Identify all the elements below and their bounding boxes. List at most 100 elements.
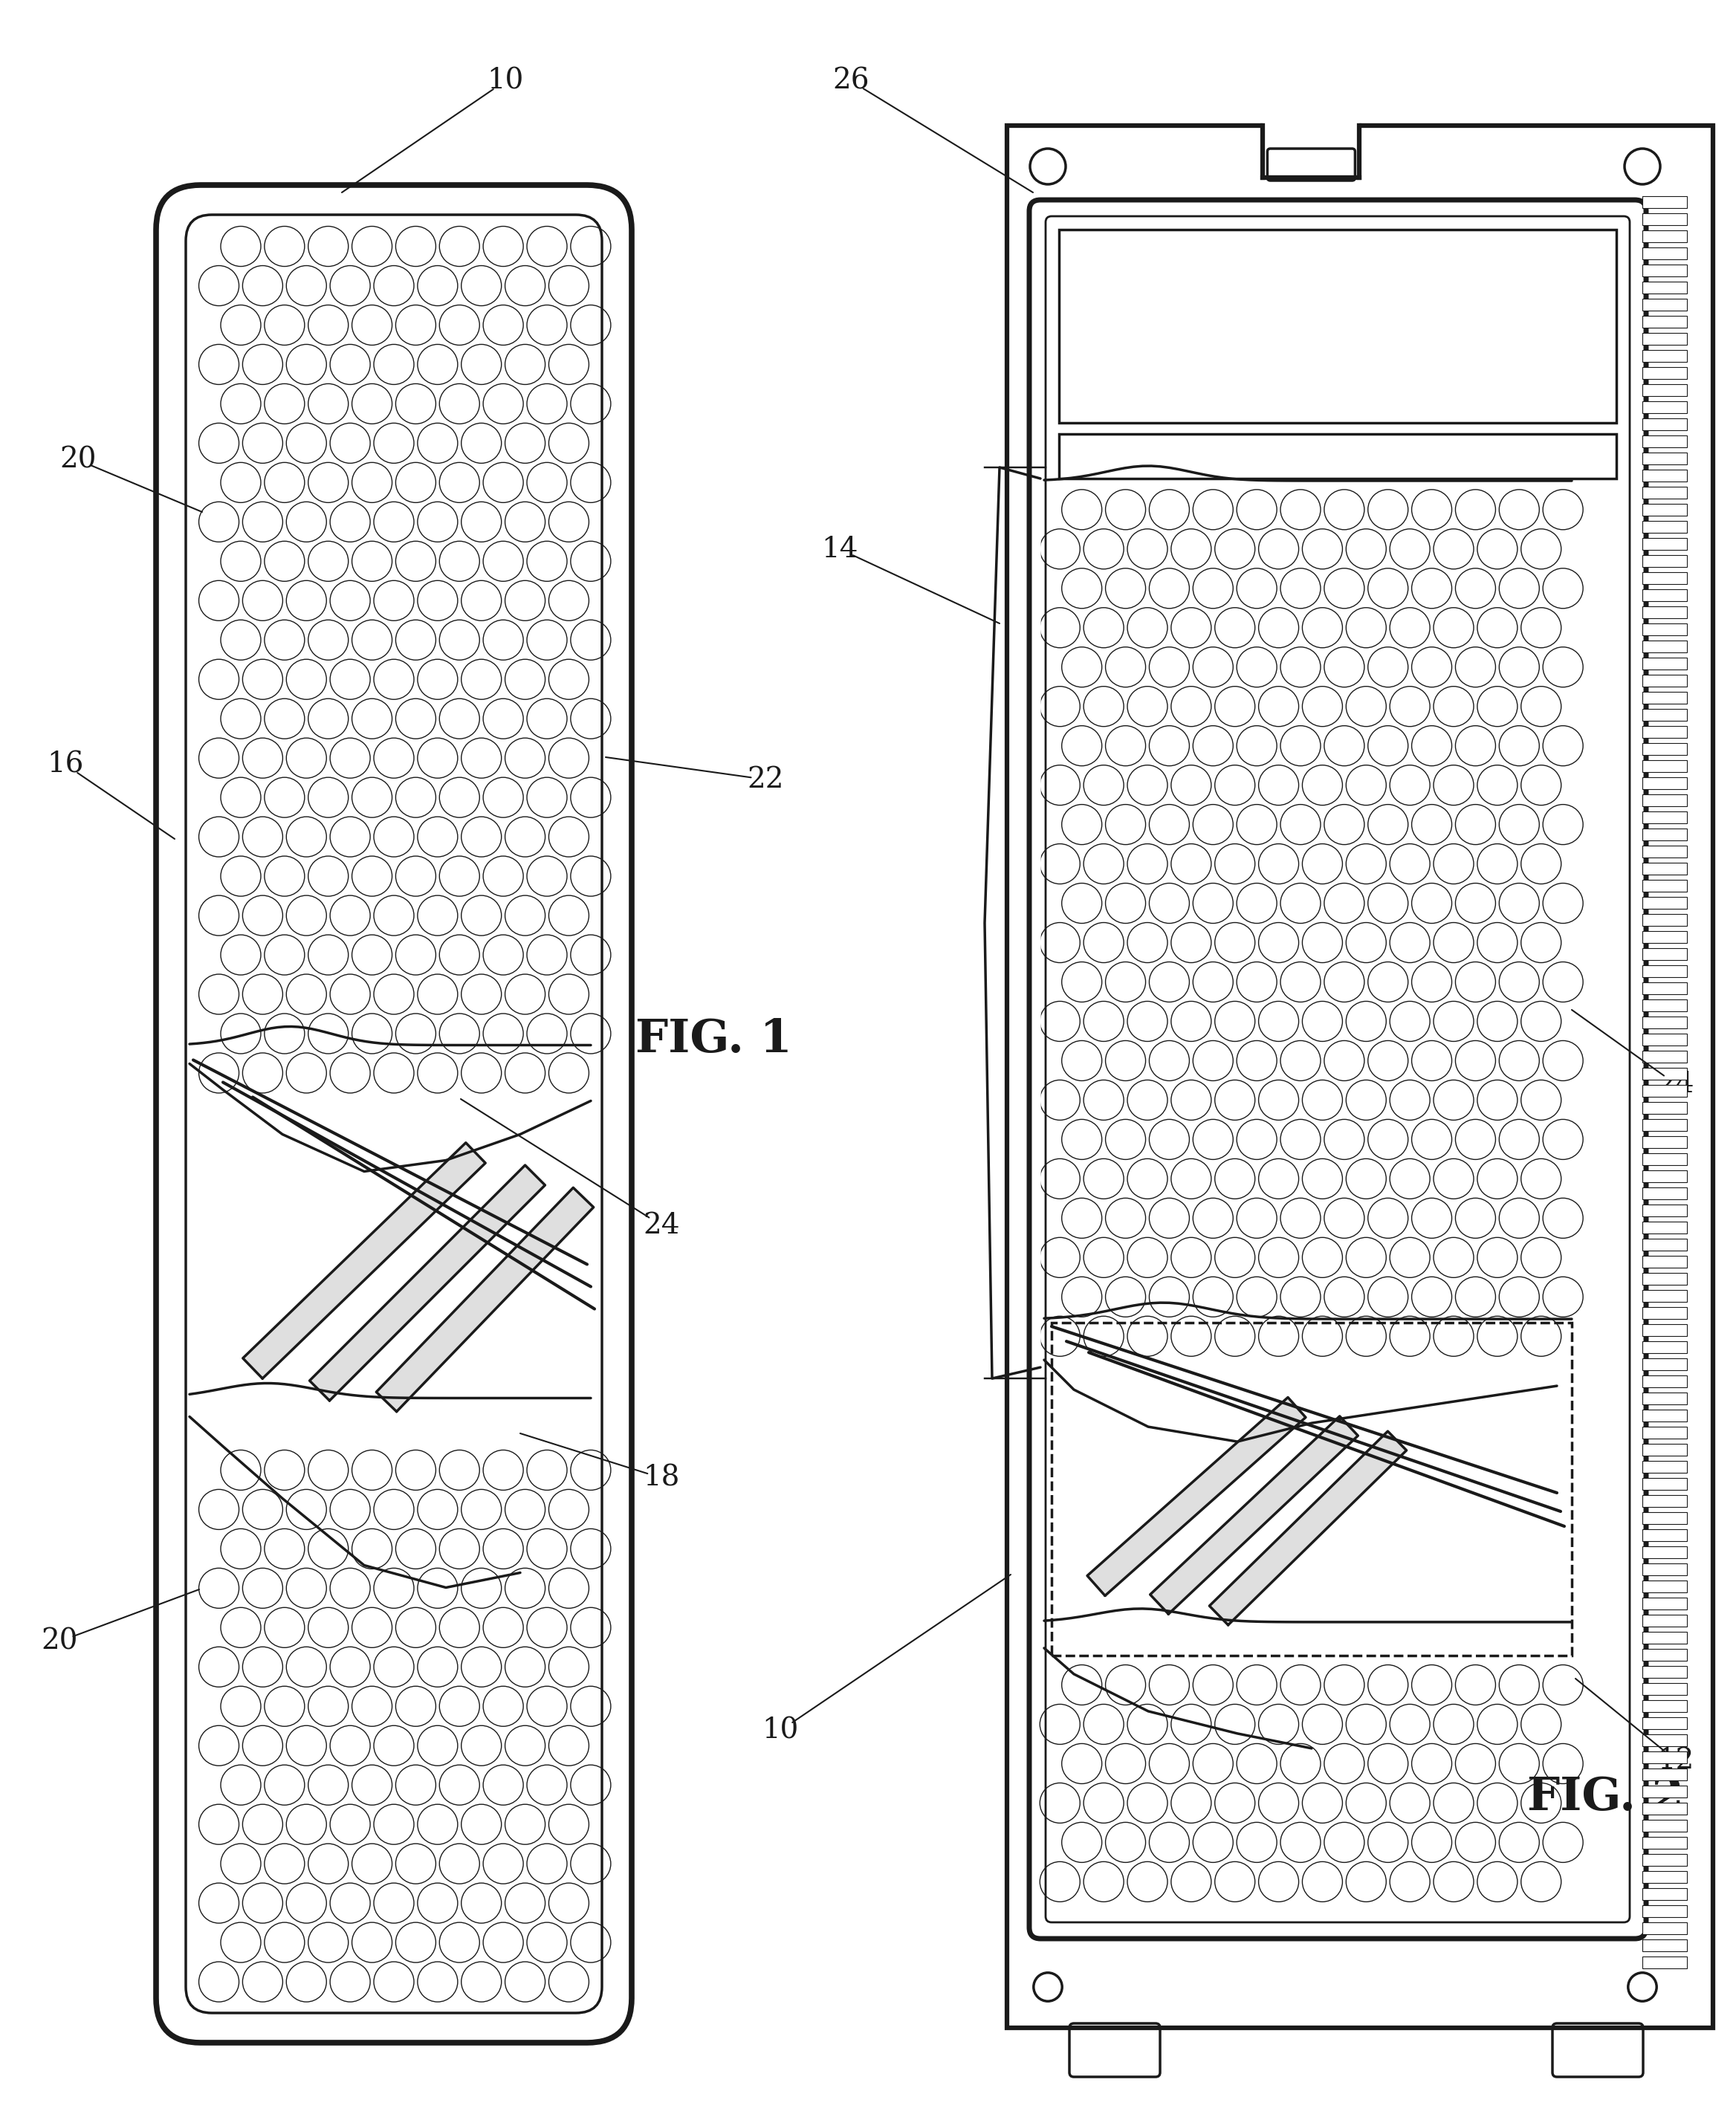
Text: 26: 26 [833,68,870,95]
Bar [1642,1171,1687,1181]
Polygon shape [1151,1416,1358,1613]
Bar [1262,123,1359,178]
Bar [1642,828,1687,840]
Bar [1642,470,1687,481]
Bar [1642,1137,1687,1147]
Bar [1642,1359,1687,1370]
Bar [1642,1821,1687,1831]
Polygon shape [309,1164,545,1401]
Bar [1642,709,1687,720]
Bar [1642,383,1687,396]
Bar [1642,1427,1687,1440]
Bar [1642,572,1687,584]
Bar [1642,641,1687,652]
Bar [1642,1512,1687,1524]
Bar [1642,555,1687,567]
Polygon shape [1210,1431,1406,1626]
Bar [1642,402,1687,413]
Bar [1642,197,1687,207]
Text: 24: 24 [642,1211,681,1238]
Bar [1642,1478,1687,1490]
Bar [1642,265,1687,277]
Bar [1642,282,1687,294]
Bar [1642,777,1687,790]
Bar [1642,760,1687,773]
Bar [1642,1785,1687,1797]
Bar [1642,231,1687,241]
Bar [1642,622,1687,635]
Bar [1642,248,1687,258]
Bar [1642,1461,1687,1473]
Bar [1642,1615,1687,1626]
Bar [1642,1598,1687,1609]
Bar [1642,1905,1687,1918]
Bar [1642,1067,1687,1080]
Bar [1642,521,1687,533]
Bar [1642,214,1687,224]
Bar [1642,1188,1687,1200]
Bar [1642,1120,1687,1130]
Bar [1642,1238,1687,1251]
Bar [1642,1717,1687,1730]
Text: 22: 22 [746,766,785,794]
Bar [1642,349,1687,362]
Bar [1059,229,1616,423]
Bar [1642,743,1687,756]
Bar [1642,1751,1687,1763]
Bar [1642,1222,1687,1234]
Bar [1642,1323,1687,1336]
Bar [1642,1306,1687,1319]
Bar [1642,1939,1687,1952]
Bar [1642,1564,1687,1575]
Bar [1642,1376,1687,1387]
Bar [1642,965,1687,978]
Bar [1642,1922,1687,1935]
Bar [1642,999,1687,1012]
Bar [1642,605,1687,618]
Bar [1642,1103,1687,1114]
Bar [1642,864,1687,874]
Bar [1642,332,1687,345]
Text: 12: 12 [1658,1747,1694,1774]
Bar [1642,1154,1687,1164]
Bar [1642,1700,1687,1713]
Bar [1642,1768,1687,1780]
Bar [1642,1033,1687,1046]
Text: FIG. 1: FIG. 1 [635,1018,792,1063]
Bar [1642,1255,1687,1268]
Bar [1642,845,1687,857]
Bar [1642,692,1687,703]
Bar [1642,1854,1687,1865]
Bar [1642,915,1687,925]
Bar [1642,1666,1687,1679]
Bar [1642,504,1687,517]
Text: 24: 24 [1658,1071,1694,1099]
Bar [1642,1393,1687,1404]
Bar [1642,1683,1687,1696]
Bar [1642,1804,1687,1814]
Polygon shape [243,1143,486,1378]
Bar [1642,1084,1687,1097]
Bar [1642,1205,1687,1217]
Bar [1642,487,1687,500]
Bar [1642,726,1687,739]
Text: 18: 18 [642,1465,681,1492]
Bar [1059,434,1616,478]
Bar [1642,1050,1687,1063]
Text: 16: 16 [47,752,83,779]
Bar [1642,315,1687,328]
Bar [1642,1956,1687,1969]
Bar [1642,811,1687,824]
Bar [1642,1632,1687,1643]
Bar [1642,1545,1687,1558]
Text: 14: 14 [821,536,858,563]
Bar [1642,881,1687,891]
Polygon shape [984,468,1040,1378]
Bar [1642,1289,1687,1302]
Bar [1642,658,1687,669]
Bar [1642,589,1687,601]
Bar [1642,1272,1687,1285]
Text: FIG. 2: FIG. 2 [1528,1776,1684,1821]
Bar [1642,982,1687,995]
Bar [1642,1871,1687,1882]
